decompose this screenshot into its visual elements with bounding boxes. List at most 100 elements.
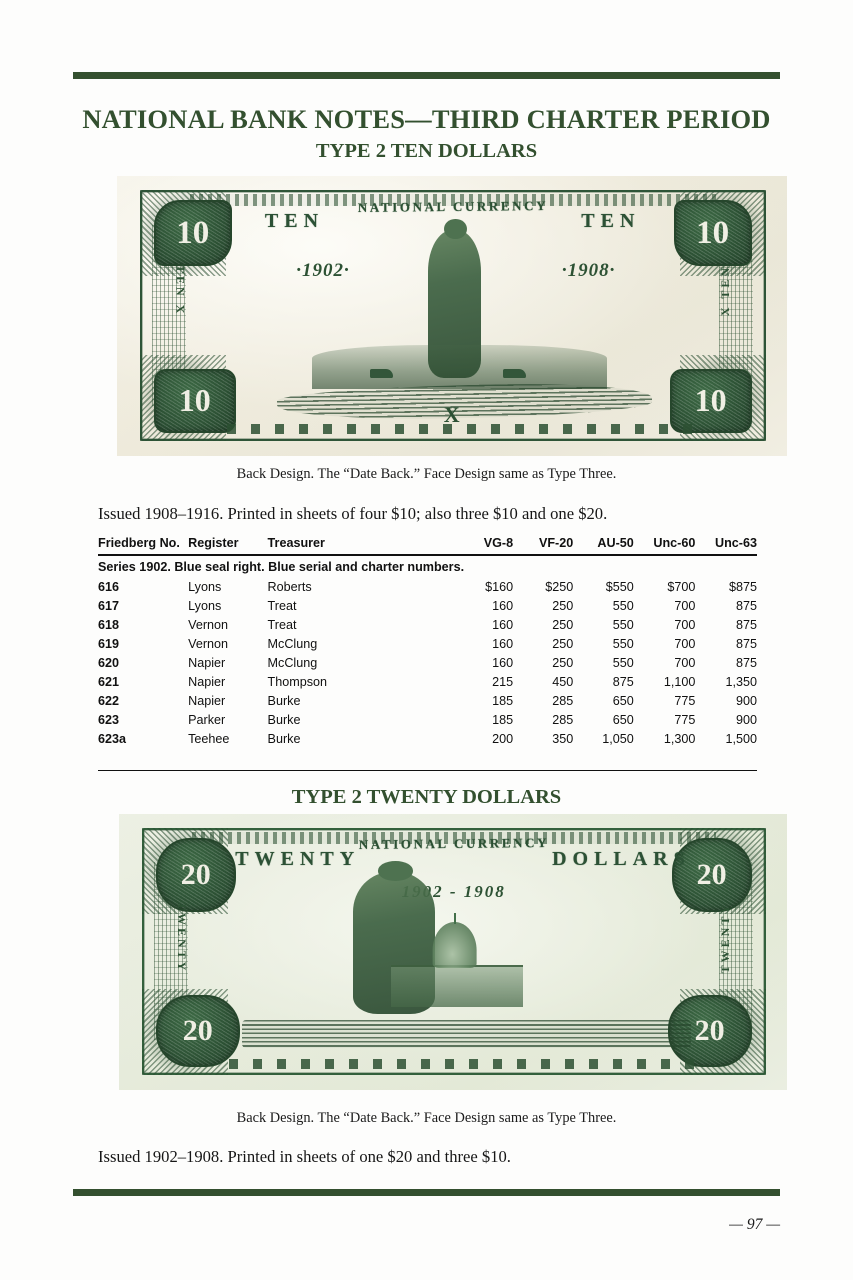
price-table: Friedberg No. Register Treasurer VG-8 VF… (98, 536, 757, 748)
cell-register: Napier (188, 674, 226, 689)
capitol-spire (453, 912, 456, 925)
cell-vg8: 160 (492, 617, 514, 632)
note-vertical-text-left: TWENTY (175, 901, 190, 974)
note-plate-twenty: 20 20 20 20 TWENTY DOLLARS NATIONAL CURR… (141, 827, 766, 1075)
cell-au50: 1,050 (602, 731, 634, 746)
page-title: NATIONAL BANK NOTES—THIRD CHARTER PERIOD (82, 104, 771, 134)
cell-register: Teehee (188, 731, 230, 746)
denomination-medallion-top-left: 10 (153, 200, 232, 266)
column-header-unc63: Unc-63 (695, 536, 757, 556)
cell-unc63: $875 (728, 579, 757, 594)
cell-register: Lyons (188, 598, 222, 613)
cell-au50: 650 (612, 693, 634, 708)
page-number: — 97 — (729, 1216, 780, 1233)
table-row: 621 Napier Thompson 215 450 875 1,100 1,… (98, 672, 757, 691)
denomination-medallion-top-left: 20 (155, 837, 236, 912)
table-row: 622 Napier Burke 185 285 650 775 900 (98, 691, 757, 710)
cell-vg8: 160 (492, 598, 514, 613)
cell-vf20: 250 (552, 655, 574, 670)
header-rule (73, 72, 780, 79)
cell-treasurer: Burke (267, 693, 301, 708)
banknote-image-twenty-dollars: 20 20 20 20 TWENTY DOLLARS NATIONAL CURR… (119, 814, 787, 1090)
cell-vf20: 350 (552, 731, 574, 746)
cell-treasurer: McClung (267, 636, 318, 651)
allegorical-vignette-twenty (254, 857, 529, 1035)
cell-friedberg: 623a (98, 731, 127, 746)
note-frame-twenty (141, 827, 766, 1075)
series-note-row: Series 1902. Blue seal right. Blue seria… (98, 555, 757, 577)
capitol-dome (432, 922, 477, 969)
cell-treasurer: Treat (267, 598, 297, 613)
denomination-border-strip (227, 424, 703, 435)
cell-register: Lyons (188, 579, 222, 594)
cell-unc63: 1,500 (725, 731, 757, 746)
ship-icon (370, 368, 394, 379)
note-frame-ten (139, 190, 766, 441)
table-bottom-rule (98, 770, 757, 772)
cell-vg8: 215 (492, 674, 514, 689)
denomination-medallion-top-right: 20 (671, 837, 752, 912)
cell-unc63: 875 (735, 636, 757, 651)
cell-treasurer: Treat (267, 617, 297, 632)
cell-treasurer: Thompson (267, 674, 328, 689)
cell-friedberg: 623 (98, 712, 120, 727)
cell-unc63: 900 (735, 693, 757, 708)
note-date-right: ·1908· (561, 260, 616, 282)
note-banner-text: NATIONAL CURRENCY (357, 197, 548, 215)
section-heading-ten: TYPE 2 TEN DOLLARS (315, 140, 538, 162)
table-row: 618 Vernon Treat 160 250 550 700 875 (98, 615, 757, 634)
table-row: 619 Vernon McClung 160 250 550 700 875 (98, 634, 757, 653)
cell-au50: 550 (612, 617, 634, 632)
denomination-medallion-bottom-left: 20 (155, 994, 240, 1067)
cell-treasurer: Burke (267, 712, 301, 727)
table-row: 617 Lyons Treat 160 250 550 700 875 (98, 596, 757, 615)
note-vertical-text-right: X TEN (718, 265, 733, 317)
allegorical-vignette-ten (312, 215, 607, 400)
cell-au50: 550 (612, 598, 634, 613)
cell-friedberg: 617 (98, 598, 120, 613)
note-word-right: DOLLARS (552, 847, 691, 870)
footer-rule (73, 1189, 780, 1196)
cell-treasurer: Roberts (267, 579, 312, 594)
cell-au50: 875 (612, 674, 634, 689)
cell-register: Napier (188, 693, 226, 708)
denomination-border-strip (229, 1058, 704, 1069)
cell-unc60: 700 (674, 636, 696, 651)
cell-vg8: 185 (492, 693, 514, 708)
cell-treasurer: McClung (267, 655, 318, 670)
table-body: Series 1902. Blue seal right. Blue seria… (98, 555, 757, 748)
figure-caption-twenty: Back Design. The “Date Back.” Face Desig… (236, 1110, 617, 1126)
cell-unc63: 875 (735, 598, 757, 613)
cell-unc60: 700 (674, 598, 696, 613)
denomination-medallion-bottom-right: 10 (669, 368, 752, 433)
cell-friedberg: 622 (98, 693, 120, 708)
column-header-friedberg: Friedberg No. (98, 536, 189, 556)
cell-vg8: $160 (485, 579, 514, 594)
table-row: 623a Teehee Burke 200 350 1,050 1,300 1,… (98, 729, 757, 748)
series-note: Series 1902. Blue seal right. Blue seria… (98, 560, 465, 574)
cell-vg8: 160 (492, 655, 514, 670)
cell-friedberg: 616 (98, 579, 120, 594)
cell-au50: 550 (612, 636, 634, 651)
note-date-left: ·1902· (296, 260, 350, 282)
cell-register: Napier (188, 655, 226, 670)
ship-icon (503, 368, 527, 379)
column-header-treasurer: Treasurer (267, 536, 454, 556)
cell-treasurer: Burke (267, 731, 301, 746)
cell-au50: 550 (612, 655, 634, 670)
cell-register: Vernon (188, 636, 229, 651)
denomination-medallion-bottom-right: 20 (667, 994, 752, 1067)
cell-vg8: 160 (492, 636, 514, 651)
note-scroll-ornament-twenty (191, 831, 716, 844)
cell-unc60: $700 (667, 579, 696, 594)
cell-vf20: 285 (552, 693, 574, 708)
allegorical-figure-head-icon (443, 218, 467, 240)
column-header-vg8: VG-8 (453, 536, 514, 556)
column-header-au50: AU-50 (573, 536, 634, 556)
cell-unc60: 775 (674, 712, 696, 727)
note-banner-text: NATIONAL CURRENCY (358, 835, 549, 853)
cell-unc60: 775 (674, 693, 696, 708)
capitol-building-icon (391, 911, 524, 1007)
note-word-left: TWENTY (235, 847, 361, 870)
table-header-row: Friedberg No. Register Treasurer VG-8 VF… (98, 536, 757, 556)
